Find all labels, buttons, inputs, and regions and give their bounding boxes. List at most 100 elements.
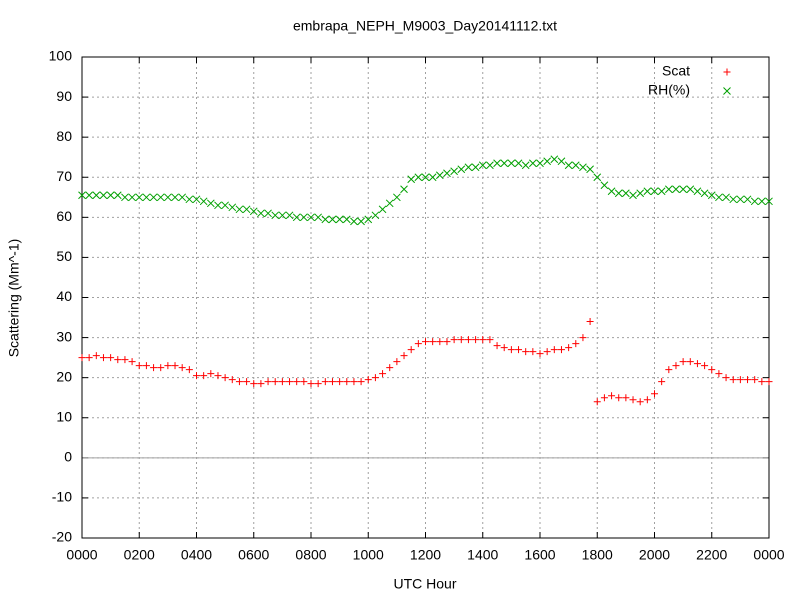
point [407,175,416,184]
point [479,336,487,344]
point [185,366,193,374]
point [343,378,351,386]
legend-marker [723,87,731,95]
legend-label: RH(%) [648,82,690,98]
y-tick-label: 0 [64,449,72,465]
point [478,161,487,170]
point [536,159,544,168]
point [729,376,737,384]
point [579,163,587,172]
point [765,197,773,206]
point [529,348,537,356]
y-tick-label: 40 [56,288,72,304]
point [550,346,558,354]
point [171,193,179,202]
point [214,201,222,210]
legend-label: Scat [662,63,690,79]
point [422,338,429,346]
point [543,157,552,166]
point [199,197,208,206]
point [643,187,652,196]
x-tick-label: 0200 [124,547,155,563]
point [435,171,444,180]
point [536,350,544,358]
point [572,340,580,348]
point [235,205,244,214]
y-tick-label: 80 [56,128,72,144]
point [113,191,122,200]
point [486,161,494,170]
plot-border [81,56,770,539]
point [243,378,251,386]
point [149,193,158,202]
y-tick-label: -20 [52,529,72,545]
point [507,159,516,168]
point [128,358,136,366]
point [593,398,601,406]
point [150,364,158,372]
point [357,378,365,386]
point [486,336,494,344]
point [328,378,336,386]
x-tick-label: 1200 [410,547,441,563]
point [693,360,701,368]
point [106,191,115,200]
point [736,195,745,204]
point [328,215,337,224]
point [651,390,658,398]
point [78,354,86,362]
point [629,396,637,404]
y-tick-label: 30 [56,328,72,344]
point [428,173,437,182]
point [135,193,144,202]
point [371,374,379,382]
point [600,181,609,190]
point [264,209,272,218]
point [686,185,695,194]
point [543,348,551,356]
point [528,159,537,168]
x-tick-label: 1400 [467,547,498,563]
point [335,215,344,224]
y-axis-label: Scattering (Mm^-1) [6,239,22,358]
point [457,165,466,174]
point [707,191,716,200]
point [643,396,651,404]
point [565,344,573,352]
point [679,185,687,194]
point [242,205,251,214]
point [464,336,472,344]
point [185,195,194,204]
y-tick-label: 100 [49,48,73,64]
point [657,187,666,196]
point [99,354,107,362]
point [278,211,287,220]
point [443,169,451,178]
point [114,356,122,364]
point [722,193,730,202]
y-tick-label: 90 [56,88,72,104]
point [121,356,129,364]
point [99,191,108,200]
point [157,364,165,372]
point [464,163,473,172]
point [622,189,630,198]
y-tick-label: 50 [56,248,72,264]
y-tick-label: 20 [56,368,72,384]
point [142,193,151,202]
point [608,392,616,400]
point [521,161,530,170]
legend-marker [723,68,731,76]
point [665,366,673,374]
point [450,336,458,344]
point [586,165,594,174]
point [321,215,330,224]
point [78,191,86,200]
x-tick-label: 0600 [238,547,269,563]
point [350,378,358,386]
point [700,189,709,198]
point [85,354,93,362]
point [314,213,323,222]
point [285,211,294,220]
